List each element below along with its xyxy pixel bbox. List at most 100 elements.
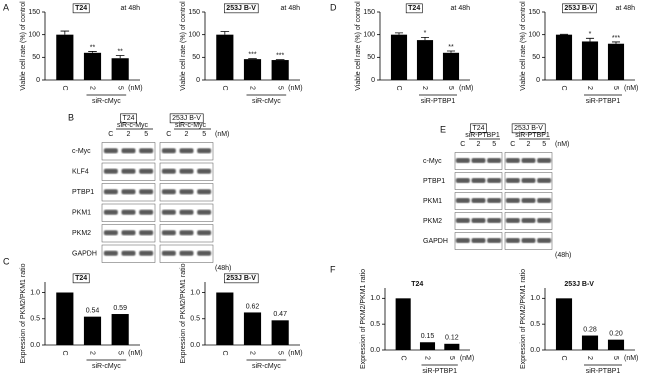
unit-label: (nM) (215, 131, 229, 138)
group-label: siR-PTBP1 (421, 98, 456, 105)
y-axis-label: Viable cell rate (%) of control (520, 1, 527, 91)
y-axis-label: Expression of PKM2/PKM1 ratio (20, 263, 27, 363)
value-label: 0.28 (583, 326, 597, 333)
band (179, 209, 194, 215)
band (139, 209, 154, 215)
band (471, 238, 486, 243)
x-tick-label: 2 (249, 351, 256, 355)
blot-frame (454, 172, 503, 190)
band (179, 250, 194, 256)
bar (243, 312, 262, 345)
lane-label: 5 (542, 141, 546, 148)
bar (581, 41, 599, 80)
y-tick-label: 0.0 (30, 342, 40, 349)
bar (416, 40, 434, 80)
blot-frame (159, 244, 214, 263)
band (161, 250, 176, 256)
treatment-label: siR-PTBP1 (465, 132, 500, 139)
treatment-label: siR-c-Myc (117, 122, 149, 129)
band (121, 189, 136, 195)
protein-label: PTBP1 (423, 178, 445, 185)
chart-title: 253J B-V (226, 5, 256, 12)
blot-frame (101, 142, 156, 161)
band (455, 178, 470, 183)
band (471, 198, 486, 203)
band (103, 230, 118, 236)
band (103, 209, 118, 215)
band (521, 238, 536, 243)
band (121, 209, 136, 215)
title-box (405, 3, 423, 14)
bar (419, 342, 436, 350)
y-tick-label: 0.0 (530, 347, 540, 354)
y-axis-label: Expression of PKM2/PKM1 ratio (360, 269, 367, 369)
band (103, 250, 118, 256)
chart-note: at 48h (616, 5, 636, 12)
band (139, 250, 154, 256)
protein-label: PKM1 (72, 210, 91, 217)
y-tick-label: 150 (28, 9, 40, 16)
band (197, 209, 212, 215)
value-label: 0.12 (445, 335, 459, 342)
y-tick-label: 100 (188, 32, 200, 39)
x-tick-label: C (560, 85, 567, 90)
band (161, 189, 176, 195)
band (505, 178, 520, 183)
y-tick-label: 0.0 (190, 342, 200, 349)
y-tick-label: 0.5 (530, 321, 540, 328)
y-tick-label: 100 (363, 32, 375, 39)
chart-title: T24 (75, 5, 87, 12)
panel-letter: C (3, 256, 10, 266)
bar (555, 298, 573, 350)
y-tick-label: 0 (536, 77, 540, 84)
y-tick-label: 100 (528, 32, 540, 39)
y-axis-label: Viable cell rate (%) of control (180, 1, 187, 91)
x-tick-label: C (399, 355, 406, 360)
protein-label: GAPDH (423, 238, 448, 245)
y-tick-label: 0.0 (370, 347, 380, 354)
x-tick-label: 2 (586, 356, 593, 360)
title-box (562, 3, 597, 14)
x-tick-label: C (61, 350, 68, 355)
cell-line: 253J B-V (172, 115, 201, 122)
blot-frame (454, 192, 503, 210)
y-tick-label: 100 (28, 32, 40, 39)
blot-frame (504, 172, 553, 190)
chart-title: 253J B-V (226, 275, 256, 282)
lane-label: C (510, 141, 515, 148)
band (179, 189, 194, 195)
x-tick-label: 2 (421, 86, 428, 90)
significance: *** (276, 52, 284, 59)
bar (111, 314, 129, 345)
significance: *** (248, 52, 256, 59)
band (505, 238, 520, 243)
significance: ** (90, 44, 96, 51)
bar (390, 34, 408, 80)
significance: ** (117, 48, 123, 55)
band (521, 218, 536, 223)
cell-line: 253J B-V (514, 125, 543, 132)
panel-letter: B (68, 112, 74, 122)
blot-frame (159, 224, 214, 243)
x-tick-label: 5 (276, 351, 283, 355)
x-tick-label: 2 (89, 351, 96, 355)
time-label: (48h) (555, 252, 571, 259)
protein-label: PKM2 (423, 218, 442, 225)
x-tick-label: 2 (249, 86, 256, 90)
lane-label: 2 (185, 131, 189, 138)
band (161, 209, 176, 215)
blot-frame (101, 224, 156, 243)
lane-label: C (166, 131, 171, 138)
band (121, 230, 136, 236)
band (139, 168, 154, 174)
x-tick-label: C (221, 350, 228, 355)
unit-label: (nM) (624, 85, 638, 92)
band (121, 250, 136, 256)
blot-frame (504, 232, 553, 250)
protein-label: PTBP1 (72, 189, 94, 196)
y-tick-label: 150 (188, 9, 200, 16)
chart-note: at 48h (121, 5, 141, 12)
y-axis-label: Viable cell rate (%) of control (20, 1, 27, 91)
y-tick-label: 50 (532, 54, 540, 61)
bar (555, 34, 573, 80)
